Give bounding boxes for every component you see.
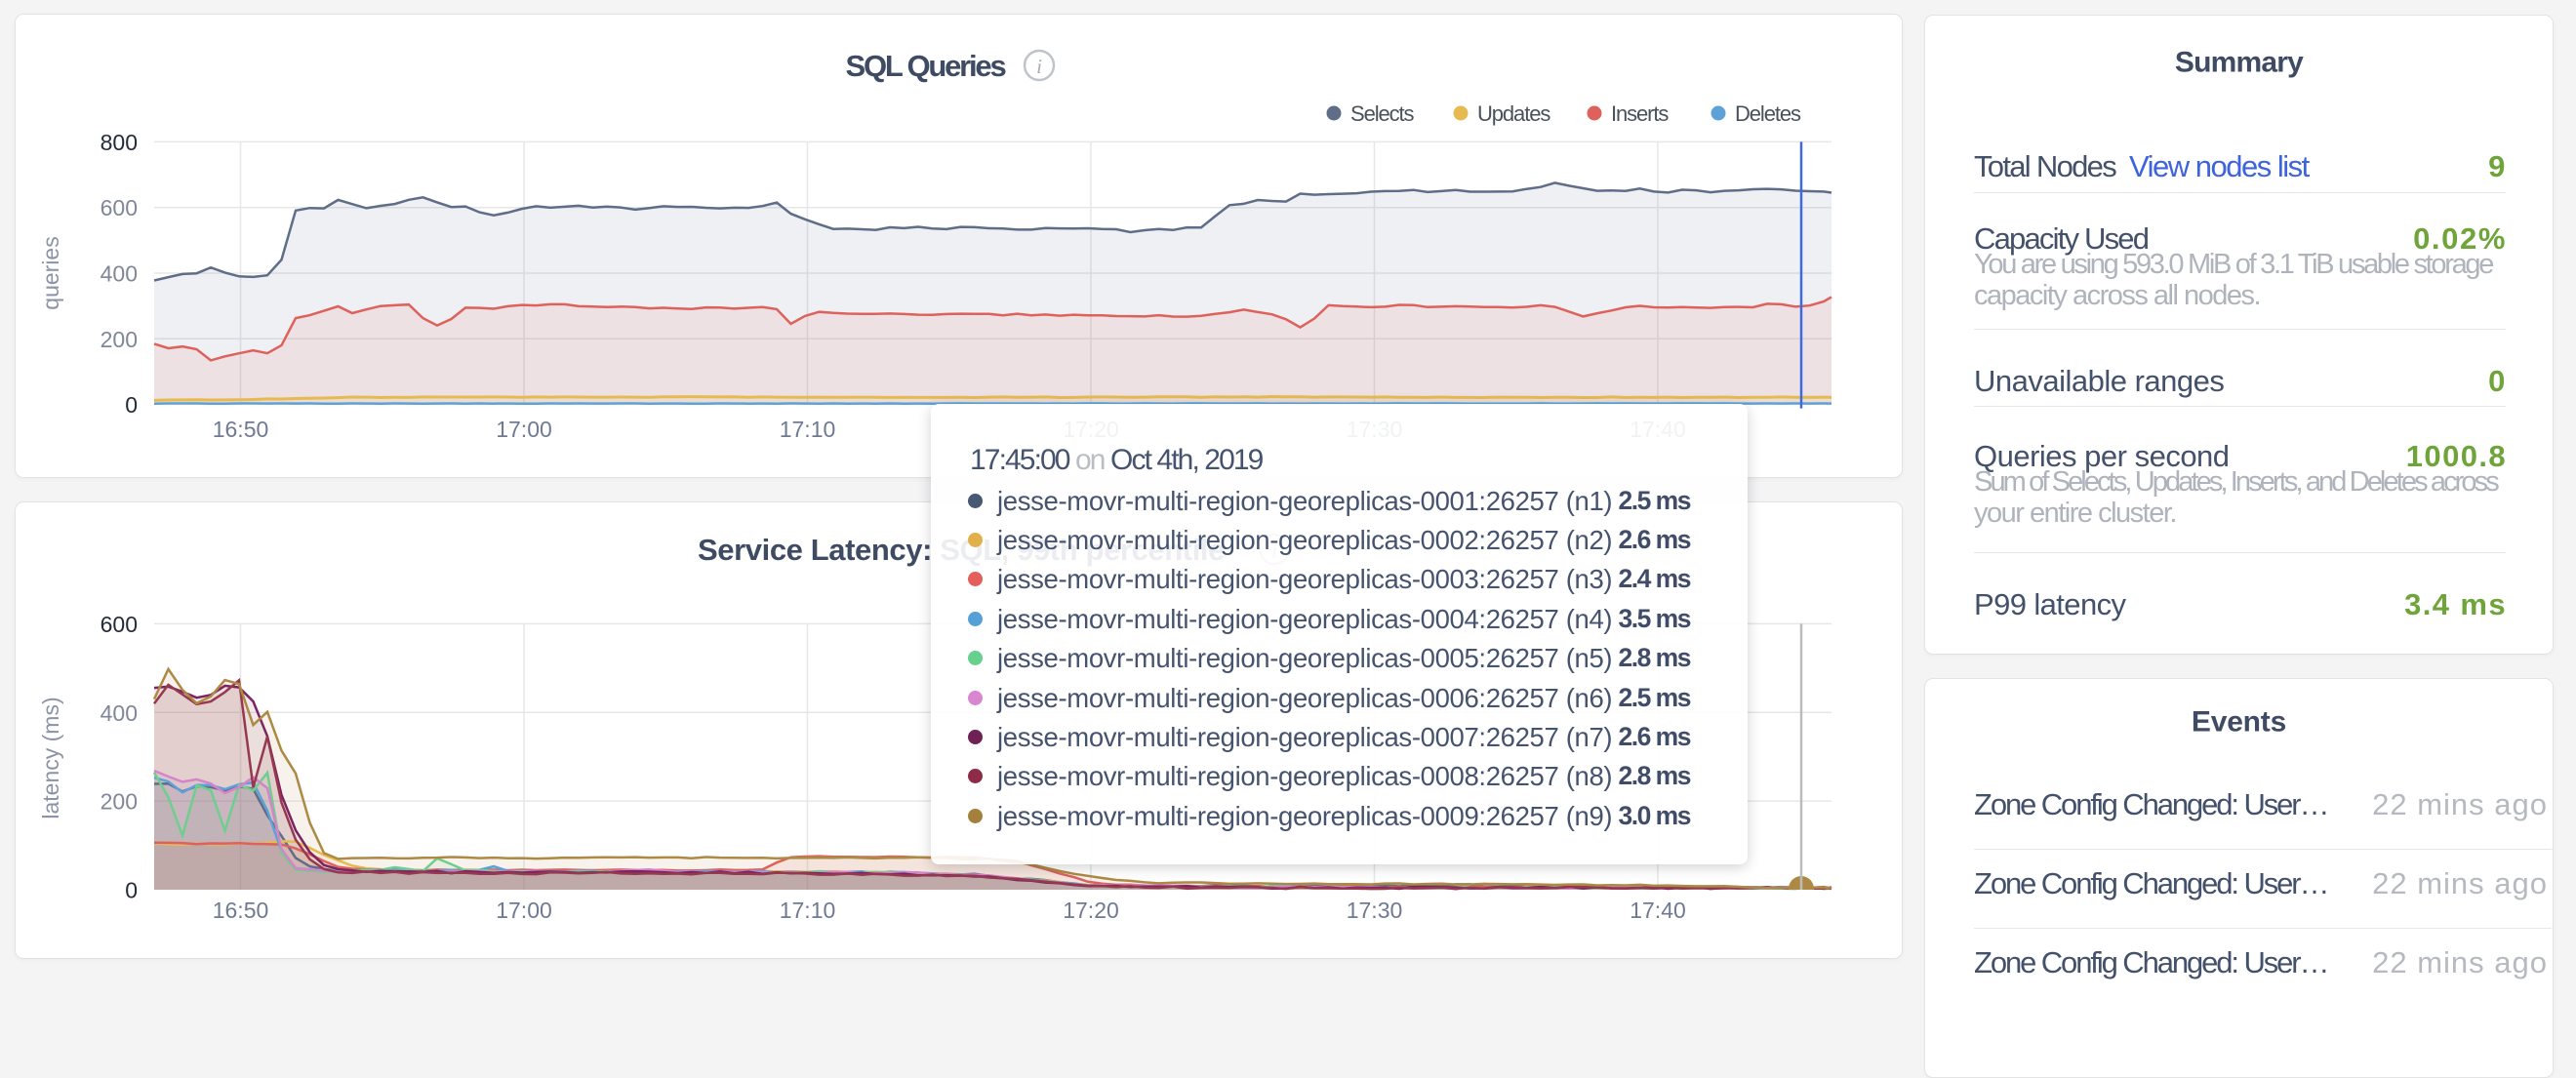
svg-text:0: 0: [125, 878, 138, 903]
svg-text:Inserts: Inserts: [1611, 101, 1669, 126]
svg-text:17:10: 17:10: [780, 898, 836, 923]
svg-text:600: 600: [101, 195, 138, 220]
svg-text:0: 0: [125, 392, 138, 418]
svg-text:Selects: Selects: [1350, 101, 1415, 126]
svg-text:17:00: 17:00: [496, 417, 552, 442]
svg-text:Deletes: Deletes: [1735, 101, 1801, 126]
svg-text:800: 800: [101, 130, 138, 155]
svg-text:queries: queries: [38, 236, 63, 309]
svg-text:17:40: 17:40: [1630, 898, 1686, 923]
svg-text:400: 400: [101, 700, 138, 726]
svg-text:400: 400: [101, 261, 138, 287]
svg-text:200: 200: [101, 789, 138, 815]
svg-text:17:30: 17:30: [1347, 898, 1403, 923]
svg-text:16:50: 16:50: [213, 898, 269, 923]
svg-text:200: 200: [101, 327, 138, 352]
svg-text:i: i: [1036, 55, 1042, 78]
svg-text:16:50: 16:50: [213, 417, 269, 442]
svg-text:latency (ms): latency (ms): [38, 697, 63, 818]
svg-text:17:00: 17:00: [496, 898, 552, 923]
svg-text:17:20: 17:20: [1063, 898, 1119, 923]
svg-text:Updates: Updates: [1477, 101, 1550, 126]
svg-text:600: 600: [101, 612, 138, 637]
svg-text:SQL Queries: SQL Queries: [845, 49, 1005, 83]
svg-text:17:10: 17:10: [780, 417, 836, 442]
